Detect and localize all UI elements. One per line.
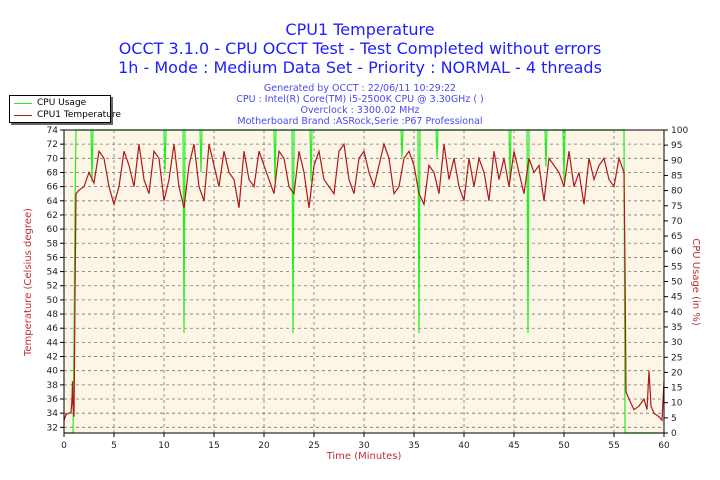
chart-title: CPU1 Temperature [285, 20, 435, 39]
y-left-axis-label: Temperature (Celsius degree) [23, 208, 34, 357]
y-right-tick-label: 70 [671, 217, 683, 227]
y-right-tick-label: 50 [671, 278, 683, 288]
y-left-tick-label: 66 [47, 183, 59, 193]
y-left-tick-label: 70 [47, 154, 59, 164]
x-tick-label: 15 [208, 441, 219, 451]
y-left-tick-label: 72 [47, 140, 58, 150]
legend-item-cpu1-temperature: CPU1 Temperature [14, 109, 121, 121]
y-left-tick-label: 54 [47, 268, 59, 278]
x-tick-label: 25 [308, 441, 319, 451]
x-tick-label: 40 [458, 441, 470, 451]
y-left-tick-label: 64 [47, 197, 59, 207]
y-left-tick-label: 32 [47, 423, 58, 433]
y-right-tick-label: 25 [671, 353, 682, 363]
y-right-tick-label: 100 [671, 126, 688, 136]
y-left-tick-label: 36 [47, 395, 59, 405]
y-left-tick-label: 52 [47, 282, 58, 292]
x-tick-label: 60 [658, 441, 670, 451]
y-left-tick-label: 42 [47, 353, 58, 363]
x-tick-label: 50 [558, 441, 570, 451]
info-cpu: CPU : Intel(R) Core(TM) i5-2500K CPU @ 3… [236, 94, 484, 105]
y-left-tick-label: 62 [47, 211, 58, 221]
y-left-tick-label: 56 [47, 253, 59, 263]
y-left-tick-label: 48 [47, 310, 59, 320]
y-left-tick-label: 74 [47, 126, 59, 136]
y-right-tick-label: 0 [671, 429, 677, 439]
x-tick-label: 55 [608, 441, 619, 451]
legend-swatch-red [14, 114, 32, 116]
legend-label: CPU Usage [37, 98, 87, 108]
x-tick-label: 5 [111, 441, 117, 451]
info-motherboard: Motherboard Brand :ASRock,Serie :P67 Pro… [237, 116, 483, 127]
y-left-tick-label: 34 [47, 409, 59, 419]
y-right-tick-label: 10 [671, 399, 683, 409]
x-tick-label: 45 [508, 441, 519, 451]
info-overclock: Overclock : 3300.02 MHz [300, 105, 420, 116]
x-tick-label: 10 [158, 441, 170, 451]
y-right-tick-label: 15 [671, 384, 682, 394]
y-right-tick-label: 5 [671, 414, 677, 424]
y-right-tick-label: 35 [671, 323, 682, 333]
y-right-tick-label: 45 [671, 293, 682, 303]
y-right-tick-label: 65 [671, 232, 682, 242]
y-right-tick-label: 80 [671, 187, 683, 197]
chart-subtitle-test: OCCT 3.1.0 - CPU OCCT Test - Test Comple… [118, 39, 602, 58]
y-right-tick-label: 20 [671, 368, 683, 378]
y-left-tick-label: 58 [47, 239, 59, 249]
y-right-axis-label: CPU Usage (in %) [690, 238, 701, 326]
y-left-tick-label: 44 [47, 338, 59, 348]
y-right-tick-label: 30 [671, 338, 683, 348]
y-right-tick-label: 95 [671, 141, 682, 151]
x-tick-label: 30 [358, 441, 370, 451]
y-right-tick-label: 85 [671, 171, 682, 181]
legend-swatch-green [14, 102, 32, 104]
legend-label: CPU1 Temperature [37, 110, 121, 120]
y-left-tick-label: 68 [47, 168, 59, 178]
series-line-cpu1-temperature [63, 142, 665, 422]
plot-border [63, 129, 665, 434]
y-right-tick-label: 60 [671, 247, 683, 257]
x-axis-label: Time (Minutes) [326, 451, 402, 462]
y-right-tick-label: 40 [671, 308, 683, 318]
x-tick-label: 20 [258, 441, 270, 451]
chart-subtitle-mode: 1h - Mode : Medium Data Set - Priority :… [118, 58, 602, 77]
x-tick-label: 35 [408, 441, 419, 451]
y-left-tick-label: 60 [47, 225, 59, 235]
info-generated: Generated by OCCT : 22/06/11 10:29:22 [263, 83, 457, 94]
y-left-tick-label: 40 [47, 367, 59, 377]
y-right-tick-label: 90 [671, 156, 683, 166]
y-left-tick-label: 50 [47, 296, 59, 306]
y-right-tick-label: 75 [671, 202, 682, 212]
y-left-tick-label: 38 [47, 381, 59, 391]
y-right-tick-label: 55 [671, 262, 682, 272]
legend-item-cpu-usage: CPU Usage [14, 97, 86, 109]
legend: CPU Usage CPU1 Temperature [9, 95, 121, 123]
x-tick-label: 0 [61, 441, 67, 451]
y-left-tick-label: 46 [47, 324, 59, 334]
